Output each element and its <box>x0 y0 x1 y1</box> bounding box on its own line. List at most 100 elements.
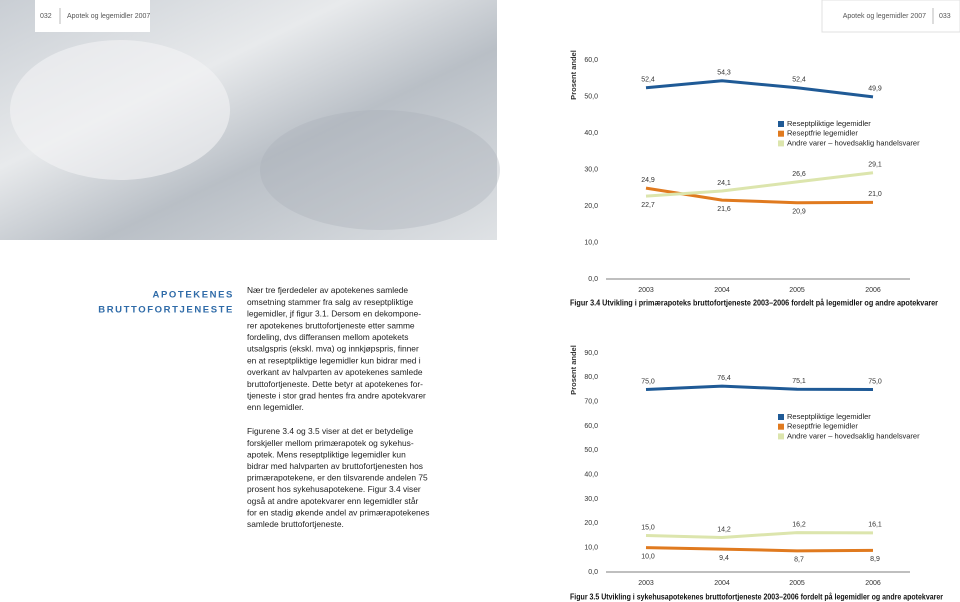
x-tick-label: 2006 <box>865 287 881 294</box>
body-line: også at andre apotekvarer enn legemidler… <box>247 496 419 506</box>
y-tick-label: 50,0 <box>584 447 598 454</box>
value-label: 16,1 <box>868 522 882 529</box>
y-tick-label: 40,0 <box>584 130 598 137</box>
series-line <box>645 384 874 391</box>
legend-label: Reseptpliktige legemidler <box>787 412 871 421</box>
value-label: 14,2 <box>717 526 731 533</box>
value-label: 8,9 <box>870 556 880 563</box>
header-title: Apotek og legemidler 2007 <box>67 13 150 20</box>
y-tick-label: 20,0 <box>584 203 598 210</box>
body-line: samlede bruttofortjeneste. <box>247 519 344 529</box>
body-line: omsetning stammer fra salg av reseptplik… <box>247 297 414 307</box>
y-tick-label: 30,0 <box>584 496 598 503</box>
y-tick-label: 60,0 <box>584 57 598 64</box>
body-line: primærapotekene, er den tilsvarende ande… <box>247 473 428 483</box>
value-label: 52,4 <box>792 77 806 84</box>
series-line <box>645 531 874 539</box>
body-line: bruttofortjeneste. Dette betyr at apotek… <box>247 379 423 389</box>
body-line: forskjeller mellom primærapotek og sykeh… <box>247 438 414 448</box>
x-tick-label: 2004 <box>714 287 730 294</box>
body-line: Nær tre fjerdedeler av apotekenes samled… <box>247 285 408 295</box>
series-line <box>645 171 874 198</box>
y-axis-label: Prosent andel <box>569 50 578 100</box>
value-label: 22,7 <box>641 202 655 209</box>
legend-swatch <box>778 140 784 147</box>
section-title: BRUTTOFORTJENESTE <box>98 305 234 316</box>
legend-swatch <box>778 433 784 440</box>
body-line: bidrar med halvparten av bruttofortjenes… <box>247 461 423 471</box>
body-line: overkant av halvparten av apotekenes sam… <box>247 367 423 377</box>
value-label: 75,0 <box>641 378 655 385</box>
y-tick-label: 60,0 <box>584 423 598 430</box>
value-label: 52,4 <box>641 77 655 84</box>
photo-shadow <box>260 110 500 230</box>
page-number: 032 <box>40 13 52 20</box>
body-line: rer apotekenes bruttofortjeneste etter s… <box>247 320 415 330</box>
value-label: 76,4 <box>717 375 731 382</box>
y-tick-label: 0,0 <box>588 569 598 576</box>
value-label: 15,0 <box>641 524 655 531</box>
body-line: utsalgspris (ekskl. mva) og innkjøpspris… <box>247 344 419 354</box>
header-box <box>35 0 150 32</box>
value-label: 21,6 <box>717 206 731 213</box>
photo-highlight <box>10 40 230 180</box>
value-label: 20,9 <box>792 209 806 216</box>
x-tick-label: 2006 <box>865 580 881 587</box>
x-tick-label: 2005 <box>789 580 805 587</box>
body-line: enn legemidler. <box>247 402 304 412</box>
y-tick-label: 40,0 <box>584 472 598 479</box>
legend-label: Reseptfrie legemidler <box>787 422 858 431</box>
value-label: 49,9 <box>868 86 882 93</box>
legend-label: Andre varer – hovedsaklig handelsvarer <box>787 138 920 147</box>
series-line <box>645 186 874 205</box>
body-line: legemidler, jf figur 3.1. Dersom en deko… <box>247 309 421 319</box>
value-label: 10,0 <box>641 554 655 561</box>
body-line: apotek. Mens reseptpliktige legemidler k… <box>247 449 406 459</box>
x-tick-label: 2004 <box>714 580 730 587</box>
body-line: for en stadig økende andel av primærapot… <box>247 507 430 517</box>
legend-swatch <box>778 121 784 127</box>
y-tick-label: 20,0 <box>584 520 598 527</box>
body-line: fordeling, dvs differansen mellom apotek… <box>247 332 408 342</box>
x-tick-label: 2005 <box>789 287 805 294</box>
value-label: 29,1 <box>868 162 882 169</box>
figure-caption: Figur 3.4 Utvikling i primærapoteks brut… <box>570 297 939 307</box>
y-tick-label: 70,0 <box>584 399 598 406</box>
value-label: 9,4 <box>719 555 729 562</box>
legend-swatch <box>778 130 784 137</box>
y-axis-label: Prosent andel <box>569 345 578 395</box>
series-line <box>645 79 874 99</box>
value-label: 75,1 <box>792 378 806 385</box>
legend-label: Andre varer – hovedsaklig handelsvarer <box>787 431 920 440</box>
header-box <box>821 0 960 33</box>
y-tick-label: 10,0 <box>584 239 598 246</box>
value-label: 24,1 <box>717 180 731 187</box>
y-tick-label: 50,0 <box>584 93 598 100</box>
body-line: Figurene 3.4 og 3.5 viser at det er bety… <box>247 426 414 436</box>
y-tick-label: 10,0 <box>584 545 598 552</box>
body-line: prosent hos sykehusapotekene. Figur 3.4 … <box>247 484 421 494</box>
legend-label: Reseptpliktige legemidler <box>787 119 871 128</box>
legend-label: Reseptfrie legemidler <box>787 129 858 138</box>
x-tick-label: 2003 <box>638 287 654 294</box>
series-line <box>645 546 874 553</box>
value-label: 24,9 <box>641 177 655 184</box>
y-tick-label: 90,0 <box>584 350 598 357</box>
body-line: tjeneste i stor grad hentes fra andre ap… <box>247 391 426 401</box>
legend-swatch <box>778 423 784 430</box>
value-label: 75,0 <box>868 378 882 385</box>
value-label: 21,0 <box>868 191 882 198</box>
x-tick-label: 2003 <box>638 580 654 587</box>
value-label: 54,3 <box>717 70 731 77</box>
section-title: APOTEKENES <box>153 290 234 301</box>
y-tick-label: 30,0 <box>584 166 598 173</box>
body-line: en at reseptpliktige legemidler kun bidr… <box>247 355 421 365</box>
value-label: 16,2 <box>792 521 806 528</box>
y-tick-label: 80,0 <box>584 374 598 381</box>
y-tick-label: 0,0 <box>588 276 598 283</box>
legend-swatch <box>778 414 784 420</box>
value-label: 26,6 <box>792 171 806 178</box>
page-number: 033 <box>939 13 951 20</box>
